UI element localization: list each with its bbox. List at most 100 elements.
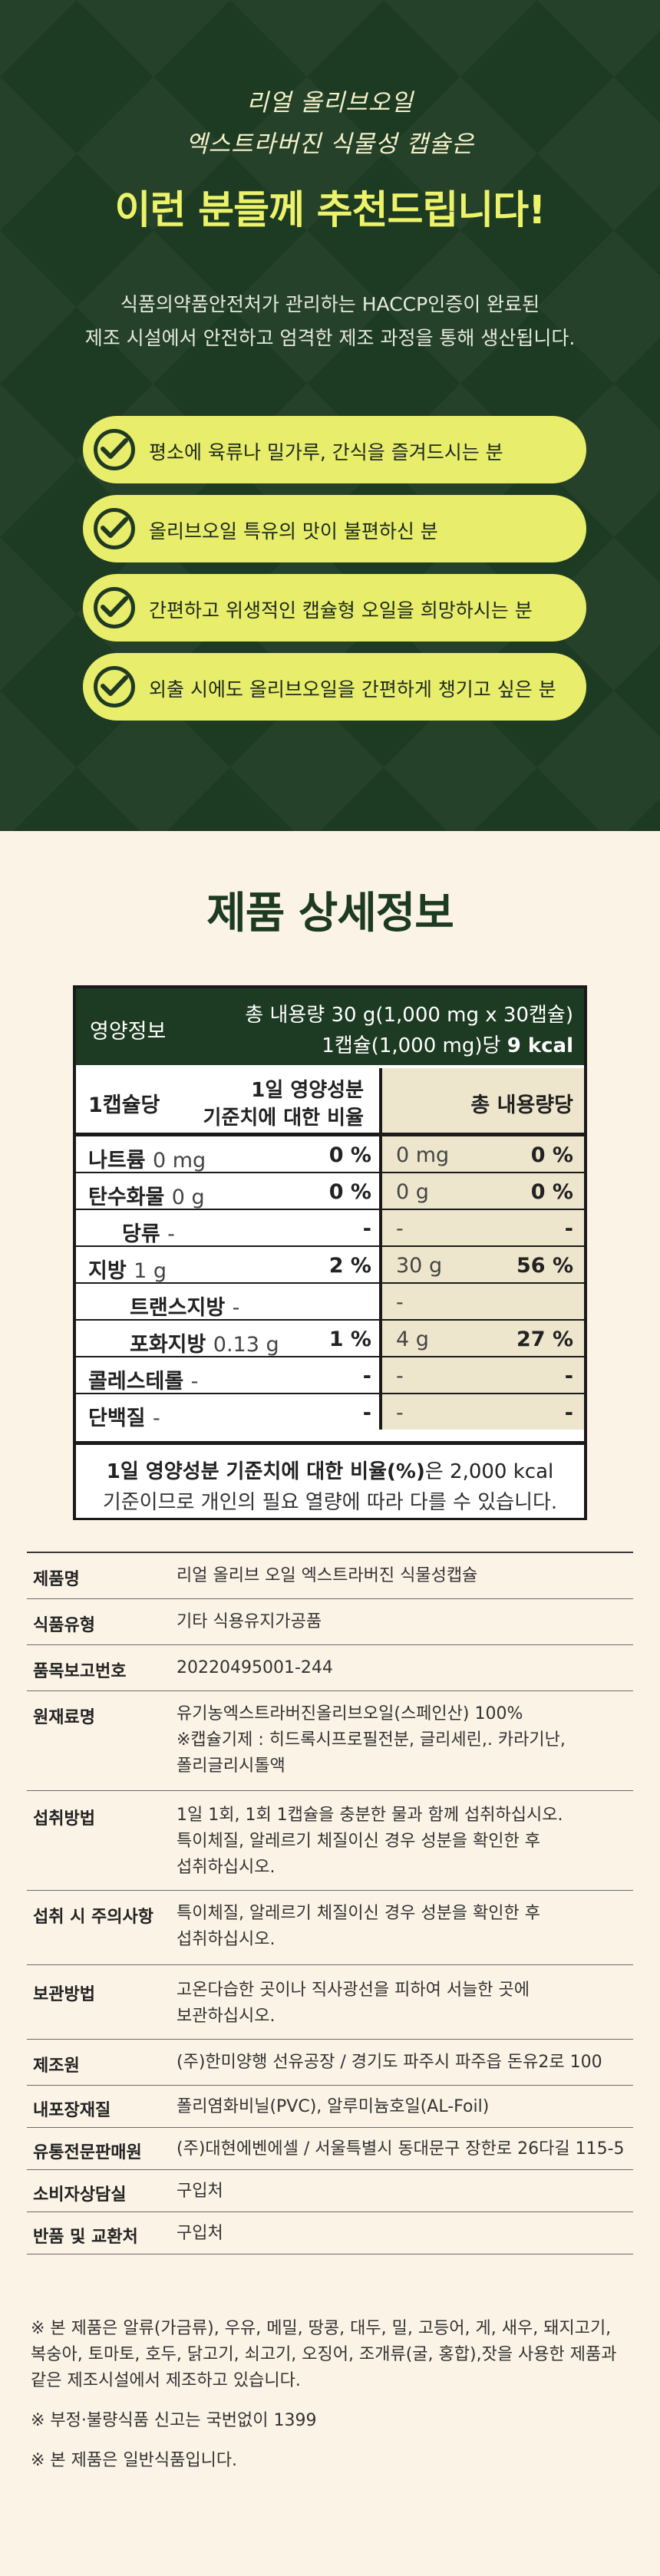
product-notes: ※ 본 제품은 알류(가금류), 우유, 메밀, 땅콩, 대두, 밀, 고등어,… (31, 2316, 629, 2488)
nutrient-total-amount: - (396, 1291, 404, 1314)
nutrition-facts-table: 영양정보 총 내용량 30 g(1,000 mg x 30캡슐) 1캡슐(1,0… (73, 985, 587, 1520)
detail-key: 반품 및 교환처 (33, 2228, 138, 2247)
detail-row: 원재료명 유기농엑스트라버진올리브오일(스페인산) 100% ※캡슐기제 : 히… (27, 1691, 633, 1791)
nutrition-footnote: 1일 영양성분 기준치에 대한 비율(%)은 2,000 kcal 기준이므로 … (76, 1441, 584, 1518)
detail-value: 폴리염화비닐(PVC), 알루미늄호일(AL-Foil) (177, 2097, 490, 2116)
detail-key: 제품명 (33, 1570, 80, 1589)
check-circle-icon (94, 587, 135, 628)
nutrient-amount: 0 mg (152, 1149, 206, 1173)
detail-key: 원재료명 (33, 1708, 95, 1727)
detail-row: 소비자상담실 구입처 (27, 2170, 633, 2212)
recommend-item: 외출 시에도 올리브오일을 간편하게 챙기고 싶은 분 (83, 653, 586, 721)
nutrient-row: 당류 - - - - (76, 1210, 584, 1247)
hero-desc-line2: 제조 시설에서 안전하고 엄격한 제조 과정을 통해 생산됩니다. (84, 327, 576, 349)
nutrient-amount: 0.13 g (213, 1333, 279, 1357)
nutrient-total-amount: - (396, 1401, 404, 1425)
hero-desc-line1: 식품의약품안전처가 관리하는 HACCP인증이 완료된 (120, 293, 540, 315)
col-daily-value-1: 1일 영양성분 (251, 1079, 364, 1102)
nutrient-total-amount: 0 g (396, 1180, 429, 1204)
detail-key: 품목보고번호 (33, 1662, 127, 1681)
detail-value: 고온다습한 곳이나 직사광선을 피하여 서늘한 곳에 보관하십시오. (177, 1981, 530, 2026)
detail-row: 반품 및 교환처 구입처 (27, 2212, 633, 2254)
nutrient-total-pct: 0 % (530, 1143, 573, 1167)
nutrient-row: 지방 1 g 2 % 30 g 56 % (76, 1247, 584, 1284)
nutrient-daily-pct: 2 % (328, 1254, 371, 1278)
nutrition-per-capsule: 1캡슐(1,000 mg)당 9 kcal (322, 1034, 573, 1057)
nutrient-total-pct: - (564, 1364, 573, 1388)
detail-key: 섭취 시 주의사항 (33, 1908, 153, 1927)
nutrient-amount: - (232, 1296, 240, 1320)
detail-row: 섭취방법 1일 1회, 1회 1캡슐을 충분한 물과 함께 섭취하십시오. 특이… (27, 1791, 633, 1891)
recommend-item: 간편하고 위생적인 캡슐형 오일을 희망하시는 분 (83, 574, 586, 642)
food-type-note: ※ 본 제품은 일반식품입니다. (31, 2451, 238, 2470)
detail-row: 제품명 리얼 올리브 오일 엑스트라버진 식물성캡슐 (27, 1553, 633, 1599)
nutrition-column-header: 1캡슐당 1일 영양성분 기준치에 대한 비율 총 내용량당 (76, 1068, 584, 1136)
nutrient-name: 콜레스테롤 (88, 1370, 184, 1394)
hero-script-line1: 리얼 올리브오일 (246, 89, 414, 117)
detail-key: 식품유형 (33, 1616, 95, 1635)
recommend-item: 올리브오일 특유의 맛이 불편하신 분 (83, 495, 586, 562)
nutrient-total-pct: 27 % (516, 1328, 573, 1351)
hero-title: 이런 분들께 추천드립니다! (114, 188, 546, 233)
nutrient-row: 나트륨 0 mg 0 % 0 mg 0 % (76, 1136, 584, 1173)
nutrient-total-amount: 0 mg (396, 1143, 450, 1167)
detail-key: 소비자상담실 (33, 2185, 127, 2205)
detail-value: 구입처 (177, 2182, 223, 2201)
nutrient-name: 포화지방 (130, 1333, 206, 1357)
detail-row: 품목보고번호 20220495001-244 (27, 1645, 633, 1691)
footnote-rest: 은 2,000 kcal (424, 1460, 554, 1483)
recommend-text: 외출 시에도 올리브오일을 간편하게 챙기고 싶은 분 (149, 678, 556, 701)
nutrient-daily-pct: 0 % (328, 1180, 371, 1204)
nutrient-amount: - (167, 1222, 175, 1246)
detail-value: 구입처 (177, 2224, 223, 2243)
nutrient-total-pct: 56 % (516, 1254, 573, 1278)
nutrient-row: 탄수화물 0 g 0 % 0 g 0 % (76, 1173, 584, 1210)
recommend-text: 올리브오일 특유의 맛이 불편하신 분 (149, 520, 438, 543)
nutrient-row: 트랜스지방 - - (76, 1284, 584, 1321)
nutrition-label: 영양정보 (90, 1020, 167, 1044)
nutrient-name: 트랜스지방 (130, 1296, 226, 1320)
detail-key: 섭취방법 (33, 1809, 95, 1829)
nutrient-amount: 1 g (134, 1259, 167, 1283)
detail-row: 내포장재질 폴리염화비닐(PVC), 알루미늄호일(AL-Foil) (27, 2086, 633, 2128)
detail-row: 유통전문판매원 (주)대현에벤에셀 / 서울특별시 동대문구 장한로 26다길 … (27, 2128, 633, 2170)
detail-value: 리얼 올리브 오일 엑스트라버진 식물성캡슐 (177, 1566, 478, 1585)
detail-value: 기타 식용유지가공품 (177, 1612, 322, 1631)
nutrient-daily-pct: 0 % (328, 1143, 371, 1167)
nutrition-kcal: 9 kcal (507, 1034, 573, 1057)
nutrient-name: 탄수화물 (88, 1186, 165, 1209)
nutrient-name: 당류 (122, 1222, 160, 1246)
detail-value: 20220495001-244 (177, 1658, 333, 1677)
nutrient-total-amount: 30 g (396, 1254, 443, 1278)
nutrient-amount: - (152, 1407, 160, 1430)
recommend-list: 평소에 육류나 밀가루, 간식을 즐겨드시는 분 올리브오일 특유의 맛이 불편… (83, 416, 586, 732)
hero-script-line2: 엑스트라버진 식물성 캡슐은 (186, 130, 474, 158)
nutrient-total-pct: - (564, 1217, 573, 1241)
nutrient-amount: 0 g (171, 1186, 205, 1209)
check-circle-icon (94, 429, 135, 470)
nutrient-total-pct: 0 % (530, 1180, 573, 1204)
nutrition-header: 영양정보 총 내용량 30 g(1,000 mg x 30캡슐) 1캡슐(1,0… (76, 988, 584, 1065)
detail-value: 특이체질, 알레르기 체질이신 경우 성분을 확인한 후 섭취하십시오. (177, 1904, 540, 1949)
nutrient-amount: - (190, 1370, 199, 1394)
detail-row: 섭취 시 주의사항 특이체질, 알레르기 체질이신 경우 성분을 확인한 후 섭… (27, 1891, 633, 1965)
col-daily-value-2: 기준치에 대한 비율 (203, 1107, 364, 1130)
detail-value: 1일 1회, 1회 1캡슐을 충분한 물과 함께 섭취하십시오. 특이체질, 알… (177, 1806, 563, 1877)
detail-value: (주)한미양행 선유공장 / 경기도 파주시 파주읍 돈유2로 100 (177, 2053, 602, 2072)
nutrient-row: 포화지방 0.13 g 1 % 4 g 27 % (76, 1321, 584, 1357)
detail-key: 제조원 (33, 2057, 80, 2076)
check-circle-icon (94, 666, 135, 707)
detail-value: (주)대현에벤에셀 / 서울특별시 동대문구 장한로 26다길 115-5 (177, 2139, 625, 2159)
product-info-title: 제품 상세정보 (206, 889, 454, 938)
recommend-item: 평소에 육류나 밀가루, 간식을 즐겨드시는 분 (83, 416, 586, 483)
nutrient-name: 지방 (88, 1259, 127, 1283)
nutrient-daily-pct: - (362, 1217, 371, 1241)
detail-key: 보관방법 (33, 1985, 95, 2004)
col-total-content: 총 내용량당 (470, 1093, 573, 1117)
detail-key: 유통전문판매원 (33, 2143, 142, 2162)
check-circle-icon (94, 508, 135, 549)
report-note: ※ 부정·불량식품 신고는 국번없이 1399 (31, 2411, 317, 2430)
col-per-capsule: 1캡슐당 (88, 1093, 160, 1117)
recommend-text: 평소에 육류나 밀가루, 간식을 즐겨드시는 분 (149, 441, 503, 463)
